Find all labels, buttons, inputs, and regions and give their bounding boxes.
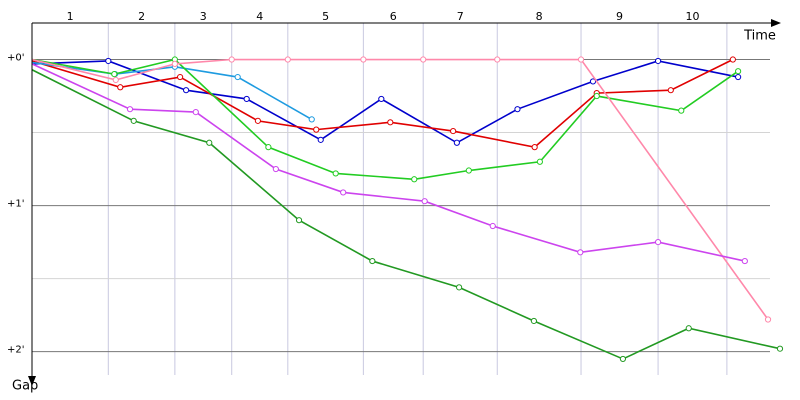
lap-label: 1 (67, 10, 74, 23)
point (171, 60, 178, 67)
point (421, 198, 428, 205)
point (243, 95, 250, 103)
point (654, 57, 662, 65)
point (295, 217, 303, 224)
series-line (31, 58, 769, 320)
lap-label: 3 (200, 10, 207, 23)
point (729, 56, 736, 63)
point (494, 56, 501, 63)
point (536, 158, 543, 165)
point (177, 73, 184, 81)
point (308, 116, 315, 123)
point (531, 144, 538, 151)
x-axis-label: Time (743, 29, 776, 44)
point (465, 167, 472, 174)
y-axis-label: Gap (12, 379, 38, 394)
point (456, 284, 463, 291)
point (111, 71, 118, 78)
point (369, 257, 376, 265)
point (411, 176, 418, 183)
lap-label: 4 (256, 10, 263, 23)
point (678, 107, 685, 114)
point (654, 238, 662, 246)
point (313, 126, 320, 133)
point (619, 355, 627, 363)
point (272, 165, 279, 173)
point (332, 170, 339, 177)
point (776, 345, 784, 352)
point (340, 189, 347, 196)
point (317, 136, 324, 143)
series-line (31, 58, 734, 149)
series-line (31, 69, 781, 360)
point (130, 117, 137, 124)
series-line (31, 63, 746, 262)
point (387, 119, 394, 126)
lap-label: 7 (457, 10, 464, 23)
point (254, 117, 261, 124)
point (741, 257, 748, 265)
plot-area (31, 56, 784, 363)
lap-label: 6 (390, 10, 397, 23)
lap-label: 5 (322, 10, 329, 23)
point (234, 73, 241, 81)
lap-label: 10 (685, 10, 699, 23)
point (589, 78, 597, 85)
point (192, 108, 199, 116)
lap-label: 2 (138, 10, 145, 23)
point (105, 57, 112, 65)
series-line (31, 58, 739, 181)
point (685, 325, 692, 332)
point (228, 56, 235, 63)
point (764, 316, 772, 323)
point (112, 76, 119, 84)
point (284, 56, 291, 63)
point (453, 139, 460, 146)
point (450, 127, 457, 135)
point (126, 106, 134, 113)
point (593, 92, 600, 100)
point (530, 317, 538, 325)
point (735, 73, 742, 81)
lap-label: 9 (616, 10, 623, 23)
point (182, 87, 190, 94)
point (265, 144, 272, 151)
point (514, 106, 521, 113)
point (420, 56, 427, 63)
point (489, 222, 496, 230)
point (667, 87, 674, 94)
point (117, 84, 124, 91)
point (735, 68, 742, 75)
point (206, 139, 213, 146)
point (577, 56, 585, 63)
point (378, 95, 385, 103)
y-tick-label: +0' (7, 53, 25, 64)
y-tick-label: +2' (7, 345, 25, 356)
point (360, 56, 367, 63)
point (577, 249, 584, 256)
y-tick-label: +1' (7, 199, 25, 210)
lap-label: 8 (536, 10, 543, 23)
